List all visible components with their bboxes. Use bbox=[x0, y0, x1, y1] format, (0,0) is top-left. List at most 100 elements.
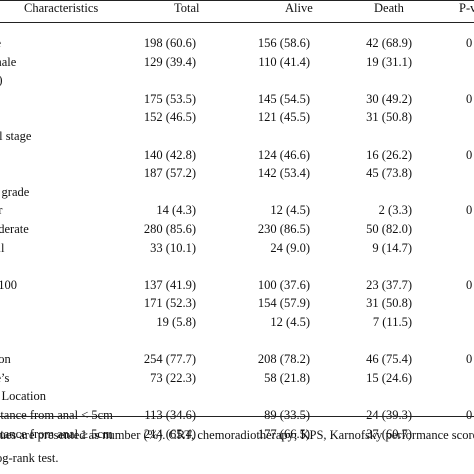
death-cell: 42 (68.9) bbox=[366, 36, 412, 50]
table-row: ry bbox=[0, 333, 474, 350]
death-cell: 31 (50.8) bbox=[366, 296, 412, 311]
pvalue-cell: 0 bbox=[466, 408, 473, 422]
row-label: or grade bbox=[0, 184, 30, 199]
row-label: kon bbox=[0, 352, 11, 367]
death-cell: 19 (31.1) bbox=[366, 54, 412, 69]
death-cell: 31 (50.8) bbox=[366, 110, 412, 125]
top-rule bbox=[0, 0, 474, 1]
alive-cell: 110 (41.4) bbox=[258, 54, 310, 69]
table-row: yr) bbox=[0, 72, 474, 89]
alive-cell: 12 (4.5) bbox=[270, 203, 310, 218]
alive-cell: 154 (57.9) bbox=[257, 296, 310, 311]
table-row: 6152 (46.5)121 (45.5)31 (50.8) bbox=[0, 109, 474, 126]
total-cell: 175 (53.5) bbox=[143, 91, 196, 106]
death-cell: 45 (73.8) bbox=[366, 166, 412, 181]
header-alive: Alive bbox=[285, 1, 313, 15]
row-label: le bbox=[0, 35, 1, 52]
total-cell: 187 (57.2) bbox=[143, 166, 196, 181]
header-rule bbox=[0, 22, 474, 23]
death-cell: 2 (3.3) bbox=[378, 203, 412, 218]
total-cell: 198 (60.6) bbox=[143, 36, 196, 50]
death-cell: 50 (82.0) bbox=[366, 222, 412, 236]
total-cell: 137 (41.9) bbox=[143, 277, 196, 292]
total-cell: 171 (52.3) bbox=[143, 296, 196, 311]
row-label: or Location bbox=[0, 389, 46, 404]
row-label: cal stage bbox=[0, 129, 32, 143]
table-row: le’s 73 (22.3) 58 (21.8) 15 (24.6) bbox=[0, 370, 474, 387]
table-row: istance from anal ≥ 5cm 214 (65.4) 177 (66… bbox=[0, 426, 474, 443]
alive-cell: 24 (9.0) bbox=[270, 240, 310, 255]
alive-cell: 177 (66.5) bbox=[257, 426, 310, 441]
pvalue-cell: 0 bbox=[466, 147, 473, 162]
row-label: le’s bbox=[0, 370, 10, 385]
total-cell: 33 (10.1) bbox=[150, 240, 196, 255]
pvalue-cell: 0 bbox=[466, 277, 473, 292]
death-cell: 16 (26.2) bbox=[366, 147, 412, 162]
death-cell: 46 (75.4) bbox=[366, 352, 412, 367]
death-cell: 30 (49.2) bbox=[366, 91, 412, 106]
table-row: 171 (52.3) 154 (57.9) 31 (50.8) bbox=[0, 295, 474, 312]
alive-cell: 100 (37.6) bbox=[257, 277, 310, 292]
table-row: 187 (57.2) 142 (53.4) 45 (73.8) bbox=[0, 165, 474, 182]
total-cell: 19 (5.8) bbox=[156, 315, 196, 329]
header-death: Death bbox=[374, 1, 404, 15]
table-row: 19 (5.8) 12 (4.5) 7 (11.5) bbox=[0, 314, 474, 331]
total-cell: 140 (42.8) bbox=[143, 147, 196, 162]
footnote-values: lues are presented as number (%). CRT, c… bbox=[0, 428, 474, 442]
total-cell: 113 (34.6) bbox=[144, 408, 196, 422]
row-label: male bbox=[0, 54, 17, 69]
header-characteristics: Characteristics bbox=[24, 1, 99, 15]
table-row: cal stage bbox=[0, 128, 474, 145]
total-cell: 214 (65.4) bbox=[143, 426, 196, 441]
alive-cell: 89 (33.5) bbox=[264, 408, 310, 422]
table-row: ell 33 (10.1) 24 (9.0) 9 (14.7) bbox=[0, 240, 474, 257]
total-cell: 280 (85.6) bbox=[143, 222, 196, 236]
death-cell: 7 (11.5) bbox=[372, 315, 412, 329]
total-cell: 73 (22.3) bbox=[150, 370, 196, 385]
table-row: istance from anal < 5cm 113 (34.6) 89 (33.… bbox=[0, 407, 474, 424]
table-row: kon 254 (77.7) 208 (78.2) 46 (75.4) 0 bbox=[0, 351, 474, 368]
alive-cell: 156 (58.6) bbox=[257, 36, 310, 50]
pvalue-cell: 0 bbox=[466, 91, 473, 106]
table-row: 140 (42.8) 124 (46.6) 16 (26.2) 0 bbox=[0, 147, 474, 164]
table-row: male 129 (39.4) 110 (41.4) 19 (31.1) bbox=[0, 54, 474, 71]
alive-cell: 58 (21.8) bbox=[264, 370, 310, 385]
table-row: or Location bbox=[0, 388, 474, 405]
pvalue-cell: 0 bbox=[466, 352, 473, 367]
table-row: or grade bbox=[0, 184, 474, 201]
row-label: istance from anal < 5cm bbox=[0, 408, 113, 422]
total-cell: 152 (46.5) bbox=[143, 110, 196, 125]
row-label: istance from anal ≥ 5cm bbox=[0, 426, 113, 441]
total-cell: 254 (77.7) bbox=[143, 352, 196, 367]
row-label: or bbox=[0, 203, 3, 218]
death-cell: 9 (14.7) bbox=[372, 240, 412, 255]
alive-cell: 121 (45.5) bbox=[257, 110, 310, 125]
header-total: Total bbox=[174, 1, 200, 15]
table-row bbox=[0, 258, 474, 275]
pvalue-cell: 0 bbox=[466, 203, 473, 218]
table-header: Characteristics Total Alive Death P-v bbox=[0, 0, 474, 22]
pvalue-cell: 0 bbox=[466, 36, 473, 50]
alive-cell: 230 (86.5) bbox=[257, 222, 310, 236]
alive-cell: 208 (78.2) bbox=[257, 352, 310, 367]
row-label: –100 bbox=[0, 277, 17, 292]
total-cell: 14 (4.3) bbox=[156, 203, 196, 218]
death-cell: 23 (37.7) bbox=[366, 277, 412, 292]
alive-cell: 12 (4.5) bbox=[270, 315, 310, 329]
row-label: yr) bbox=[0, 72, 3, 89]
alive-cell: 124 (46.6) bbox=[257, 147, 310, 162]
table-row: oderate 280 (85.6) 230 (86.5) 50 (82.0) bbox=[0, 221, 474, 238]
row-label: oderate bbox=[0, 222, 29, 236]
table-row: –100 137 (41.9) 100 (37.6) 23 (37.7) 0 bbox=[0, 277, 474, 294]
death-cell: 37 (60.7) bbox=[366, 426, 412, 441]
bottom-rule bbox=[0, 416, 474, 417]
alive-cell: 142 (53.4) bbox=[257, 166, 310, 181]
row-label: ell bbox=[0, 240, 5, 255]
header-pvalue: P-v bbox=[459, 1, 474, 15]
footnote-test: og-rank test. bbox=[0, 451, 59, 465]
death-cell: 24 (39.3) bbox=[366, 408, 412, 422]
table-row: le 198 (60.6) 156 (58.6) 42 (68.9) 0 bbox=[0, 35, 474, 52]
table-row: 6175 (53.5)145 (54.5)30 (49.2)0 bbox=[0, 91, 474, 108]
table-row: or 14 (4.3) 12 (4.5) 2 (3.3) 0 bbox=[0, 202, 474, 219]
total-cell: 129 (39.4) bbox=[143, 54, 196, 69]
